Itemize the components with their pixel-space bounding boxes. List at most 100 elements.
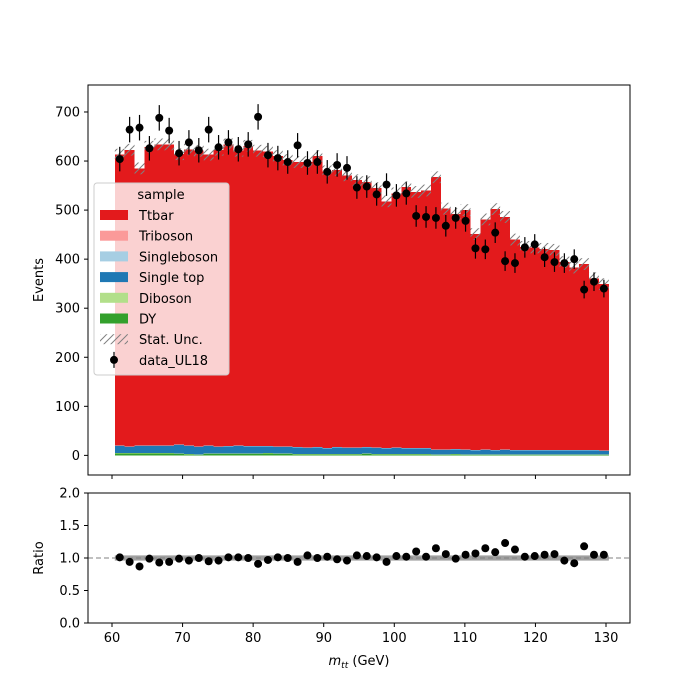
ratio-point bbox=[441, 550, 450, 559]
bar-ttbar bbox=[559, 262, 570, 450]
ratio-point bbox=[214, 556, 223, 565]
ratio-point bbox=[244, 554, 253, 562]
bar-single-top bbox=[371, 448, 382, 454]
ratio-point bbox=[352, 551, 361, 560]
bar-dy bbox=[174, 453, 184, 456]
bar-dy bbox=[223, 453, 234, 456]
data-point bbox=[550, 258, 559, 267]
stat-unc-bin bbox=[411, 186, 422, 198]
ratio-point bbox=[530, 552, 539, 561]
bar-single-top bbox=[322, 448, 333, 454]
data-point bbox=[441, 221, 450, 230]
data-point bbox=[273, 154, 282, 163]
bar-single-top bbox=[174, 445, 184, 454]
bar-dy bbox=[243, 453, 254, 456]
bar-ttbar bbox=[263, 151, 273, 447]
ratio-point bbox=[224, 553, 233, 562]
data-point bbox=[343, 163, 352, 172]
ratio-point bbox=[372, 553, 381, 562]
data-point bbox=[214, 143, 223, 152]
main-panel: 0 100 200 300 400 500 600 700 Events sample Ttb… bbox=[32, 84, 631, 479]
ratio-x-tick-label: 100 bbox=[382, 631, 407, 646]
data-point bbox=[283, 158, 292, 167]
bar-dy bbox=[282, 453, 293, 456]
data-point bbox=[165, 126, 174, 135]
bar-dy bbox=[263, 453, 273, 456]
ratio-y-tick-label: 0.5 bbox=[59, 584, 80, 599]
data-point bbox=[481, 245, 490, 254]
main-y-axis-label: Events bbox=[32, 258, 47, 302]
legend-label-dy: DY bbox=[139, 313, 156, 328]
bar-single-top bbox=[282, 447, 293, 454]
data-points bbox=[115, 104, 608, 299]
bar-ttbar bbox=[440, 208, 451, 450]
ratio-y-ticks: 0.0 0.5 1.0 1.5 2.0 bbox=[59, 487, 88, 632]
ratio-point bbox=[471, 549, 480, 558]
bar-single-top bbox=[312, 447, 323, 454]
data-point bbox=[580, 285, 589, 294]
ratio-y-axis-label: Ratio bbox=[32, 541, 47, 574]
ratio-x-tick-label: 110 bbox=[452, 631, 477, 646]
ratio-point bbox=[293, 557, 302, 566]
bar-dy bbox=[233, 453, 244, 456]
y-tick-label: 400 bbox=[55, 253, 80, 268]
ratio-point bbox=[204, 557, 213, 566]
ratio-point bbox=[125, 557, 134, 566]
ratio-point bbox=[550, 550, 559, 559]
data-point bbox=[530, 240, 539, 249]
ratio-x-tick-label: 70 bbox=[174, 631, 191, 646]
ratio-point bbox=[145, 554, 154, 563]
stat-unc-bin bbox=[510, 233, 520, 246]
ratio-x-ticks: 60 70 80 90 100 110 120 130 bbox=[104, 623, 618, 646]
bar-dy bbox=[154, 453, 165, 456]
data-point bbox=[125, 125, 134, 134]
legend-label-single-top: Single top bbox=[139, 271, 204, 286]
bar-single-top bbox=[272, 447, 283, 454]
stat-unc-bin bbox=[421, 184, 431, 197]
bar-dy bbox=[411, 454, 422, 456]
bar-ttbar bbox=[312, 156, 323, 448]
ratio-point bbox=[510, 545, 519, 554]
ratio-point bbox=[135, 562, 144, 571]
data-point bbox=[520, 243, 529, 252]
bar-dy bbox=[391, 454, 402, 456]
bar-dy bbox=[183, 454, 194, 456]
bar-ttbar bbox=[282, 160, 293, 447]
data-point bbox=[175, 149, 184, 158]
bar-single-top bbox=[381, 448, 392, 454]
bar-single-top bbox=[460, 449, 471, 455]
data-point bbox=[451, 213, 460, 222]
stat-unc-bin bbox=[430, 171, 441, 184]
bar-single-top bbox=[569, 450, 580, 455]
ratio-point bbox=[313, 554, 322, 562]
stat-unc-bin bbox=[490, 203, 501, 215]
bar-single-top bbox=[203, 446, 214, 454]
stat-unc-bin bbox=[134, 162, 145, 175]
stat-unc-bin bbox=[480, 213, 491, 226]
bar-single-top bbox=[510, 450, 520, 455]
ratio-points bbox=[115, 539, 608, 571]
data-point bbox=[323, 167, 332, 176]
y-tick-label: 300 bbox=[55, 302, 80, 317]
bar-single-top bbox=[154, 446, 165, 453]
stat-unc-bin bbox=[203, 148, 214, 161]
ratio-point bbox=[402, 552, 411, 561]
y-tick-label: 700 bbox=[55, 105, 80, 120]
bar-ttbar bbox=[549, 249, 560, 450]
data-point bbox=[431, 213, 440, 222]
bar-single-top bbox=[529, 450, 540, 455]
legend-swatch-singleboson bbox=[100, 251, 128, 262]
stat-unc-bin bbox=[470, 228, 481, 241]
ratio-point bbox=[303, 551, 312, 560]
data-point bbox=[599, 284, 608, 293]
ratio-point bbox=[520, 552, 529, 561]
ratio-y-tick-label: 1.0 bbox=[59, 552, 80, 567]
data-point bbox=[244, 140, 253, 149]
bar-dy bbox=[302, 454, 313, 456]
ratio-x-tick-label: 120 bbox=[523, 631, 548, 646]
stat-unc-bin bbox=[292, 156, 303, 168]
bar-dy bbox=[253, 453, 264, 456]
stat-unc-bin bbox=[440, 202, 451, 215]
ratio-point bbox=[412, 547, 421, 556]
data-point bbox=[372, 190, 381, 199]
